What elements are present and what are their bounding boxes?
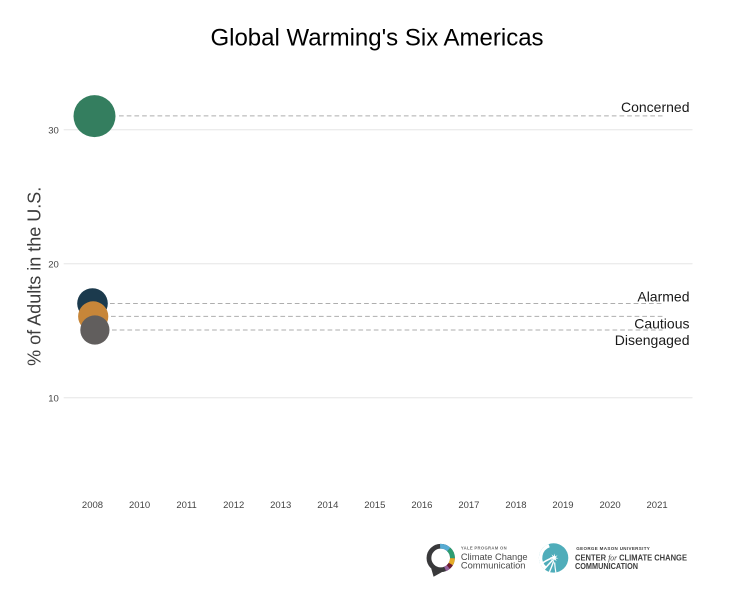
svg-text:Global Warming's Six Americas: Global Warming's Six Americas — [210, 25, 543, 52]
svg-text:30: 30 — [48, 125, 59, 136]
svg-text:2014: 2014 — [317, 500, 338, 511]
svg-text:2019: 2019 — [552, 500, 573, 511]
svg-text:2010: 2010 — [129, 500, 150, 511]
svg-text:2015: 2015 — [364, 500, 385, 511]
svg-text:2016: 2016 — [411, 500, 432, 511]
svg-text:Alarmed: Alarmed — [637, 289, 689, 305]
svg-text:GEORGE MASON UNIVERSITY: GEORGE MASON UNIVERSITY — [576, 546, 650, 551]
svg-text:2020: 2020 — [600, 500, 621, 511]
svg-text:2018: 2018 — [505, 500, 526, 511]
svg-text:2013: 2013 — [270, 500, 291, 511]
svg-text:Cautious: Cautious — [634, 316, 689, 332]
svg-text:Disengaged: Disengaged — [615, 332, 690, 348]
svg-text:YALE PROGRAM ON: YALE PROGRAM ON — [461, 546, 507, 551]
svg-text:% of Adults in the U.S.: % of Adults in the U.S. — [24, 187, 44, 366]
svg-text:2017: 2017 — [458, 500, 479, 511]
svg-text:Communication: Communication — [461, 561, 526, 571]
svg-text:CENTER for CLIMATE CHANGE: CENTER for CLIMATE CHANGE — [575, 553, 687, 563]
svg-text:2011: 2011 — [176, 500, 196, 511]
svg-text:2012: 2012 — [223, 500, 244, 511]
svg-text:20: 20 — [48, 259, 59, 270]
svg-text:COMMUNICATION: COMMUNICATION — [575, 561, 638, 571]
svg-text:2021: 2021 — [647, 500, 668, 511]
svg-text:Climate Change: Climate Change — [461, 552, 528, 562]
svg-text:2008: 2008 — [82, 500, 103, 511]
svg-text:Concerned: Concerned — [621, 99, 690, 115]
svg-text:10: 10 — [48, 393, 59, 404]
